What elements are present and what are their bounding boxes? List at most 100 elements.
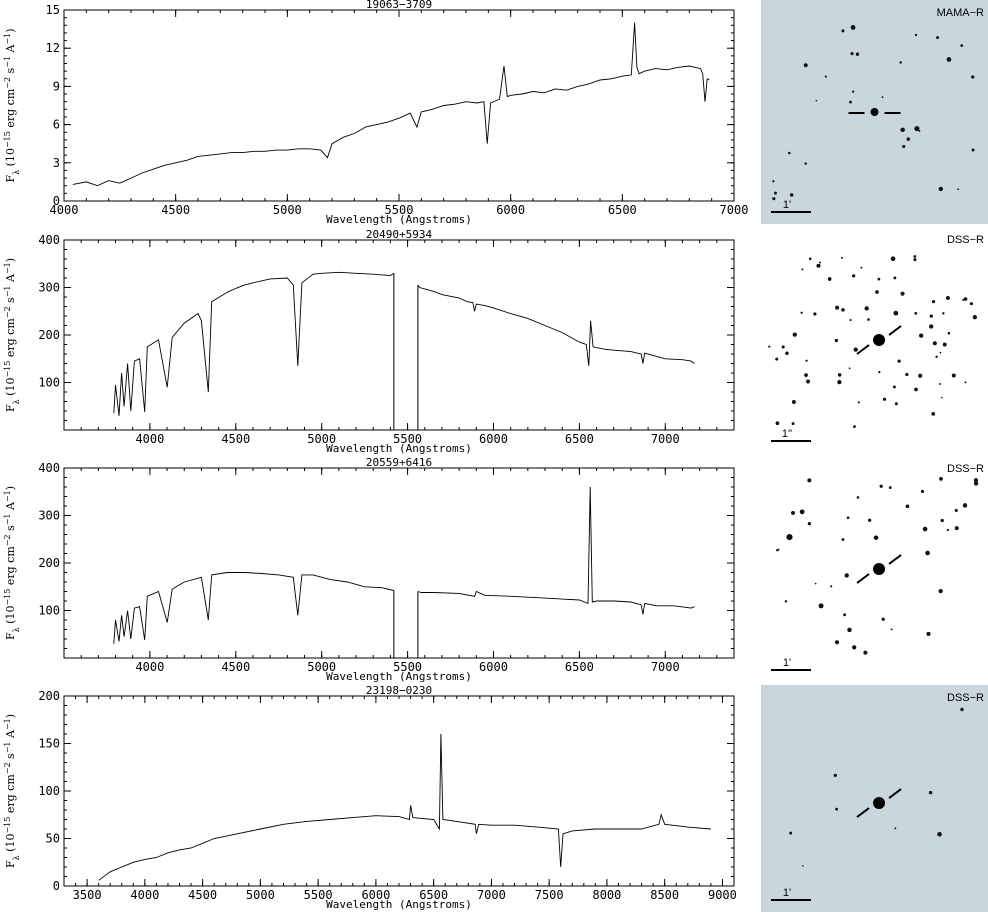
field-star [893,276,897,280]
y-tick-label: 200 [38,689,60,703]
field-star [935,355,938,359]
field-star [816,263,821,268]
field-star [881,96,884,99]
field-star [777,548,780,551]
y-axis-label: Fλ (10−15 erg cm−2 s−1 A−1) [3,258,21,412]
y-axis-label-part: λ [12,855,21,860]
field-star [925,550,930,556]
field-star [971,148,975,152]
field-star [837,380,842,385]
chart-title: 20559+6416 [366,456,432,469]
x-tick-label: 8500 [650,888,679,902]
field-star [892,385,896,389]
field-star [852,274,856,278]
field-star [806,379,811,384]
y-tick-label: 400 [38,233,60,247]
field-star [776,549,779,552]
field-star [855,52,860,56]
field-star [867,518,872,522]
x-tick-label: 7000 [651,660,680,674]
y-axis-label-part: −1 [3,490,12,502]
y-axis-label-part: λ [12,627,21,632]
field-star [926,631,931,636]
y-axis-label-part: (10 [4,606,17,628]
field-star [863,650,868,655]
field-star [827,277,832,281]
field-star [819,261,821,264]
field-star [939,476,943,481]
field-star [937,831,942,837]
field-star [957,188,960,191]
target-star [873,334,886,346]
field-star [900,291,905,296]
field-star [801,268,804,271]
y-axis-label-part: −2 [3,762,12,774]
spectrum-line-1 [98,733,711,881]
field-star [899,61,902,64]
field-star [918,129,921,132]
field-star [852,90,855,93]
spectrum-line-1 [113,271,395,416]
field-star [947,331,951,335]
y-axis-label-part: erg cm [4,774,17,817]
chart-title: 23198−0230 [366,684,432,697]
y-tick-label: 15 [46,3,60,17]
field-star [922,526,928,532]
y-axis-label-part: −2 [3,77,12,89]
plot-frame [63,695,735,887]
field-star [864,306,869,311]
spectrum-line-2 [417,486,695,615]
survey-label: DSS−R [947,463,984,475]
x-tick-label: 4000 [130,888,159,902]
field-star [803,63,808,68]
target-marker-right [888,788,902,799]
finding-chart-3: DSS−R 1' [761,456,988,682]
field-star [789,193,794,197]
field-star [853,347,858,352]
field-star [818,603,824,609]
field-star [824,75,827,78]
field-star [833,773,837,777]
field-star [867,318,870,321]
field-star [941,396,943,399]
field-star [775,421,780,426]
field-star [919,333,924,338]
y-axis-label-part: −1 [3,513,12,525]
y-axis-label-part: F [4,860,17,868]
x-tick-label: 5000 [307,660,336,674]
field-star [875,290,879,294]
field-star [913,258,917,262]
field-star [787,151,791,155]
x-tick-label: 6500 [565,432,594,446]
y-axis-label-part: s [4,753,17,762]
target-marker-right [888,554,902,565]
field-star [894,827,897,830]
field-star [792,332,797,337]
chart-title: 19063−3709 [366,0,432,11]
field-star [786,533,793,541]
x-axis-label: Wavelength (Angstroms) [326,442,472,455]
field-star [890,628,893,631]
y-tick-label: 150 [38,737,60,751]
x-tick-label: 6000 [361,888,390,902]
field-star [938,186,944,192]
field-star [973,478,978,483]
field-star [791,422,795,426]
field-star [929,324,934,329]
x-tick-label: 4500 [161,203,190,217]
spectrum-chart-2: 20490+5934 4000 4500 5000 5500 6000 6500 7000 10… [3,228,735,455]
field-star [931,299,936,304]
x-tick-label: 5000 [307,432,336,446]
y-tick-label: 400 [38,461,60,475]
y-axis-label-part: λ [12,399,21,404]
survey-label: DSS−R [947,692,984,704]
field-star [848,367,851,370]
x-tick-label: 7000 [720,203,749,217]
field-star [805,359,808,362]
field-star [808,257,812,261]
field-star [850,52,854,56]
field-star [835,807,839,811]
y-axis-label-part: A [4,501,17,513]
